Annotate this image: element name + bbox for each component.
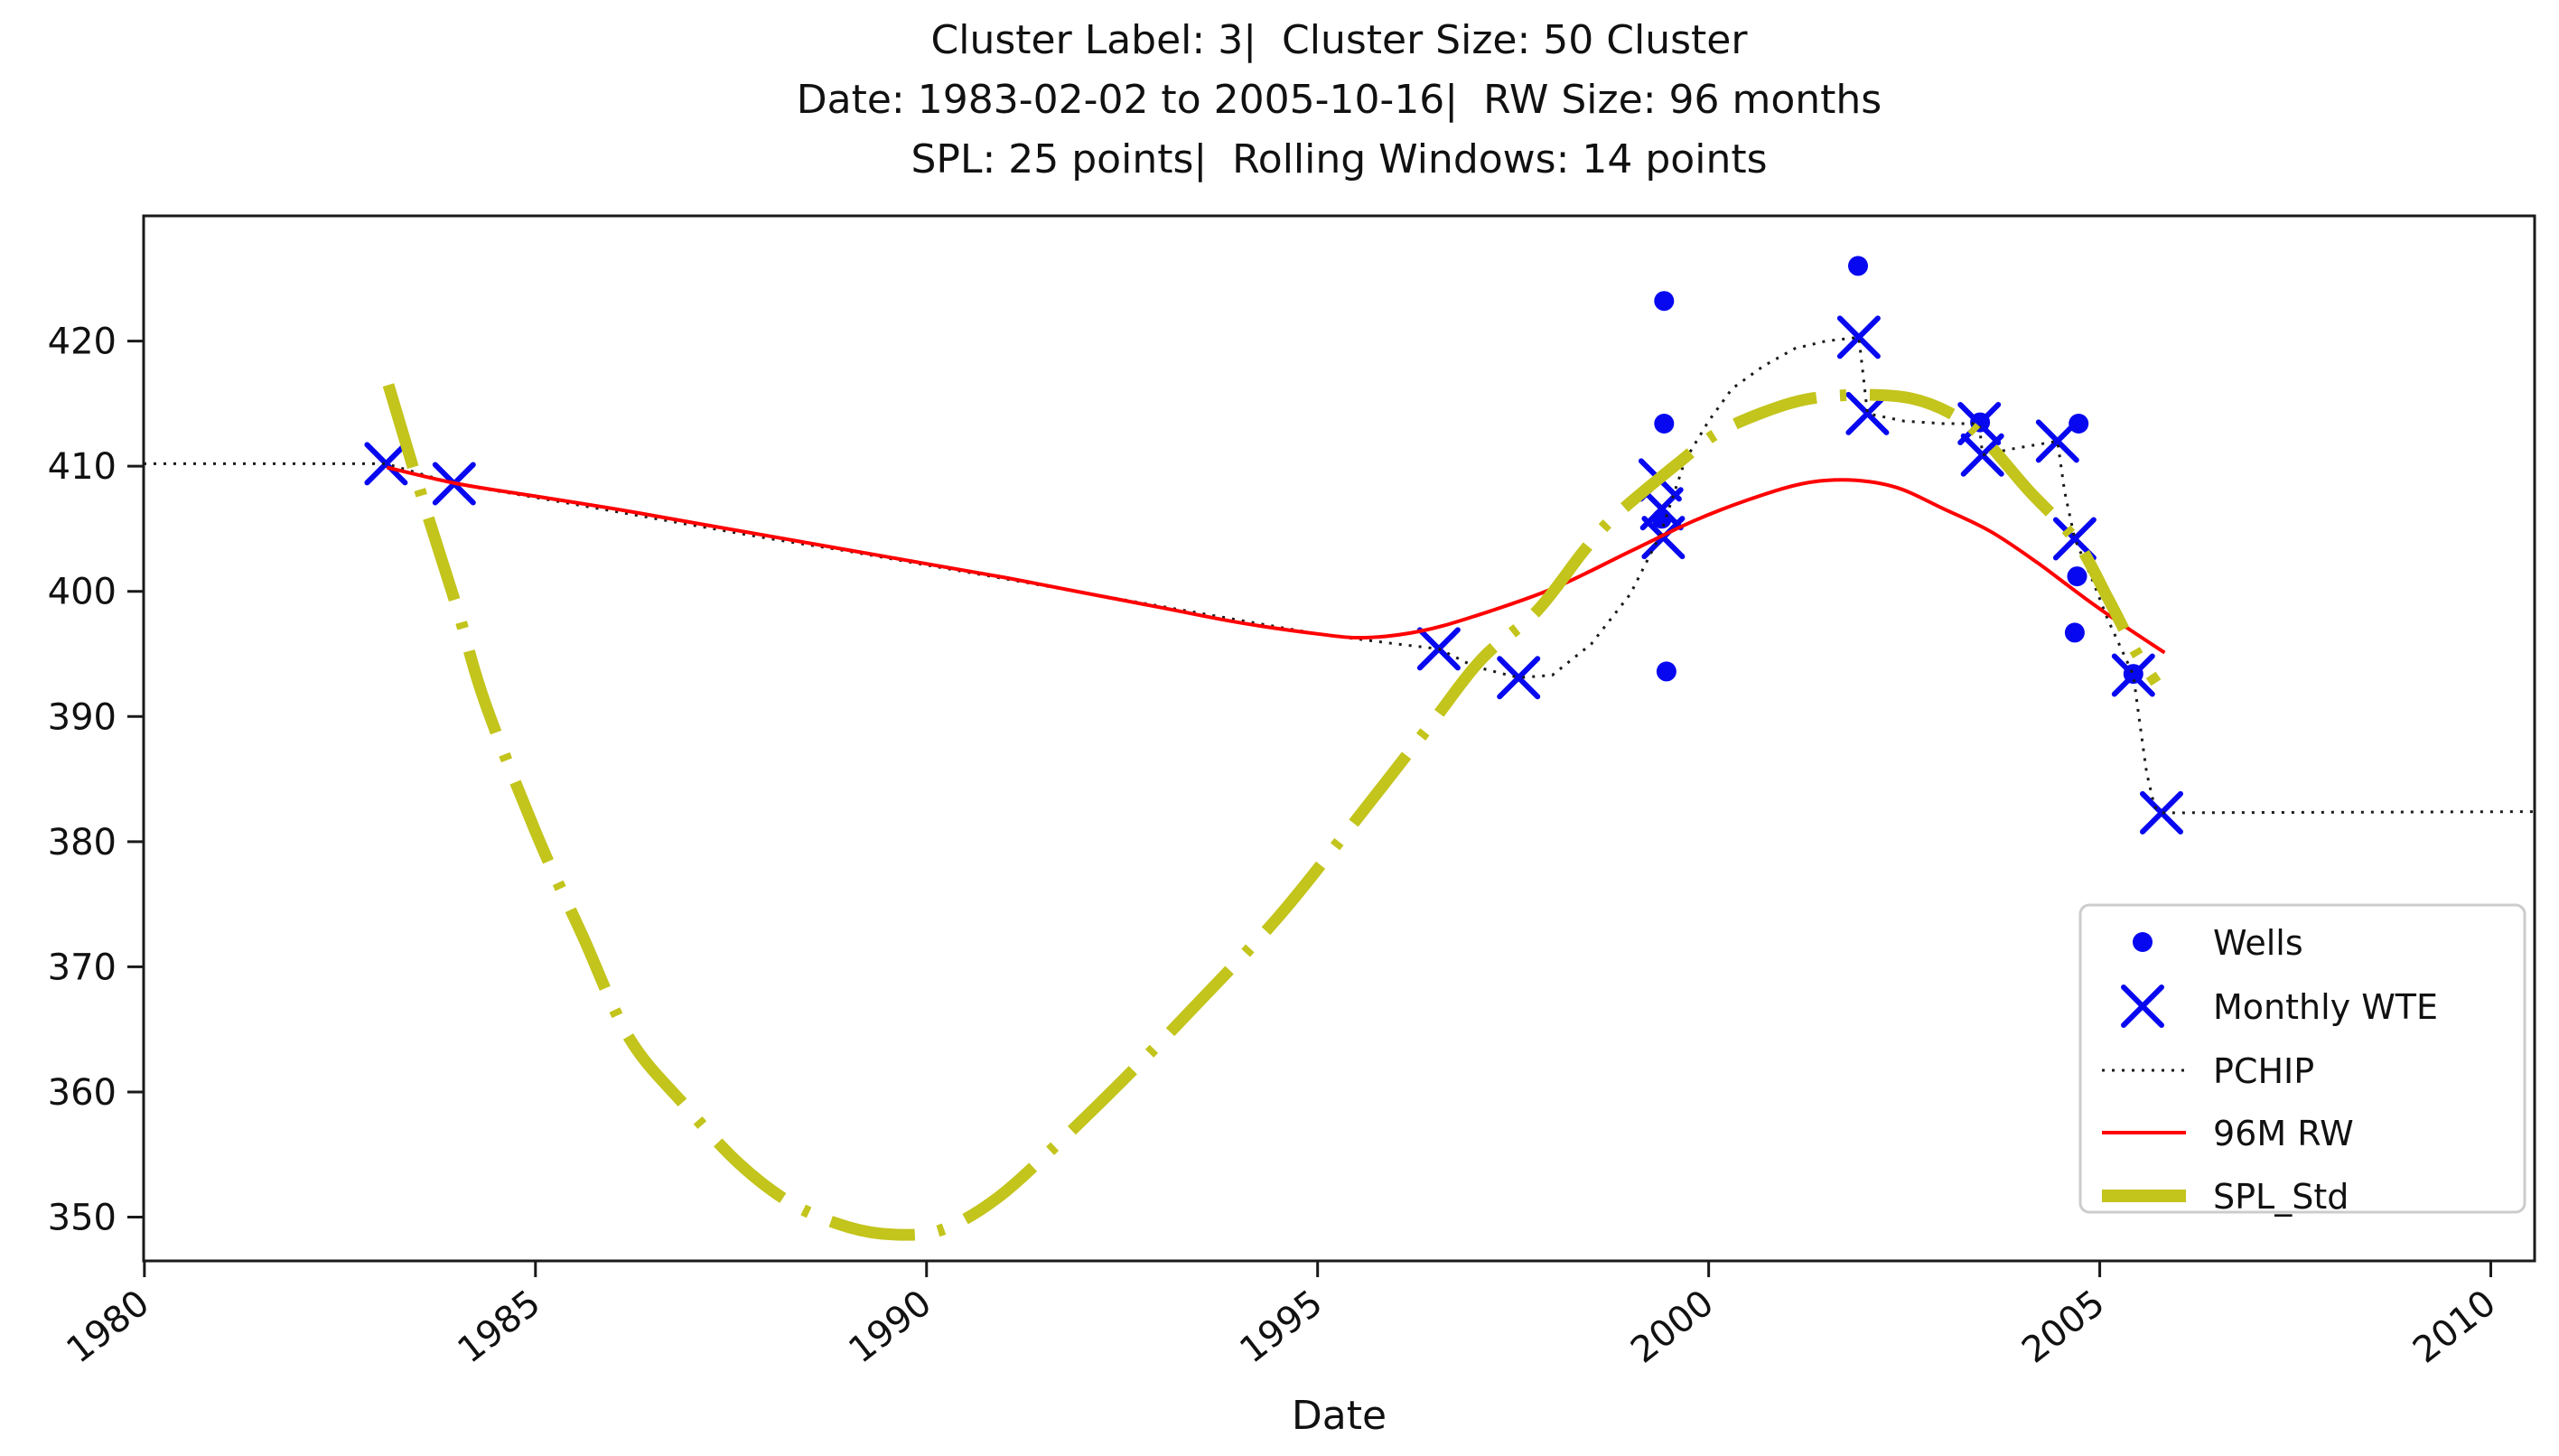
y-axis-ticks: 350 360 370 380 390 400 410 420 (48, 322, 144, 1239)
legend-item: Monthly WTE (2121, 985, 2438, 1028)
legend-item: 96M RW (2102, 1114, 2354, 1153)
x-tick-label: 2010 (2405, 1283, 2504, 1372)
chart-title: Cluster Label: 3| Cluster Size: 50 Clust… (144, 11, 2535, 190)
axes-box (142, 214, 2536, 1263)
y-tick-label: 350 (48, 1198, 117, 1239)
legend-item: SPL_Std (2102, 1177, 2349, 1217)
x-tick-label: 2005 (2014, 1283, 2113, 1372)
legend-box (2078, 903, 2526, 1214)
well-dot-marker (2067, 566, 2087, 587)
x-marker (2140, 790, 2183, 835)
series-pchip (144, 335, 2536, 815)
x-marker (1641, 516, 1686, 560)
x-marker (2111, 653, 2155, 697)
legend-label: Monthly WTE (2213, 987, 2438, 1027)
x-marker (1836, 315, 1881, 359)
legend-label: SPL_Std (2213, 1177, 2349, 1217)
x-marker (1960, 433, 2004, 477)
well-dot-marker (1654, 291, 1675, 312)
x-marker (1497, 656, 1541, 700)
legend-item: Wells (2133, 923, 2303, 963)
legend: Wells Monthly WTE PCHIP 96M RW SPL_Std (2078, 903, 2526, 1217)
series-line (382, 383, 2162, 1241)
series-line (386, 465, 2166, 655)
well-dot-marker (1654, 414, 1675, 434)
legend-label: PCHIP (2213, 1051, 2314, 1091)
wells-dot-icon (2133, 932, 2153, 952)
title-line-1: Cluster Label: 3| Cluster Size: 50 Clust… (930, 17, 1748, 63)
x-marker (364, 442, 408, 486)
y-tick-label: 410 (48, 446, 117, 488)
y-tick-label: 370 (48, 947, 117, 988)
x-tick-label: 1990 (841, 1283, 939, 1372)
y-tick-label: 400 (48, 572, 117, 613)
x-axis-ticks: 1980 1985 1990 1995 2000 2005 2010 (59, 1261, 2504, 1372)
x-tick-label: 1985 (450, 1283, 548, 1372)
y-tick-label: 360 (48, 1072, 117, 1114)
y-tick-label: 420 (48, 322, 117, 363)
title-line-3: SPL: 25 points| Rolling Windows: 14 poin… (911, 136, 1768, 182)
x-marker (2035, 419, 2079, 463)
well-dot-marker (2064, 622, 2085, 643)
x-axis-label: Date (1292, 1393, 1387, 1439)
x-axis-title: Date (1292, 1393, 1387, 1439)
series-line (144, 335, 2536, 815)
series-wells (1651, 256, 2143, 685)
y-tick-label: 390 (48, 696, 117, 738)
legend-label: 96M RW (2213, 1114, 2354, 1153)
legend-label: Wells (2213, 923, 2303, 963)
well-dot-marker (1848, 256, 1868, 276)
y-tick-label: 380 (48, 822, 117, 863)
x-tick-label: 2000 (1623, 1283, 1722, 1372)
legend-item: PCHIP (2102, 1051, 2314, 1091)
series-96m-rw (386, 465, 2166, 655)
x-tick-label: 1995 (1232, 1283, 1331, 1372)
title-line-2: Date: 1983-02-02 to 2005-10-16| RW Size:… (796, 77, 1882, 123)
well-dot-marker (1656, 661, 1676, 682)
axes (142, 214, 2536, 1263)
monthly-wte-x-icon (2121, 985, 2164, 1028)
x-marker (1845, 391, 1890, 435)
series-spl-std (382, 383, 2162, 1241)
x-tick-label: 1980 (59, 1283, 157, 1372)
